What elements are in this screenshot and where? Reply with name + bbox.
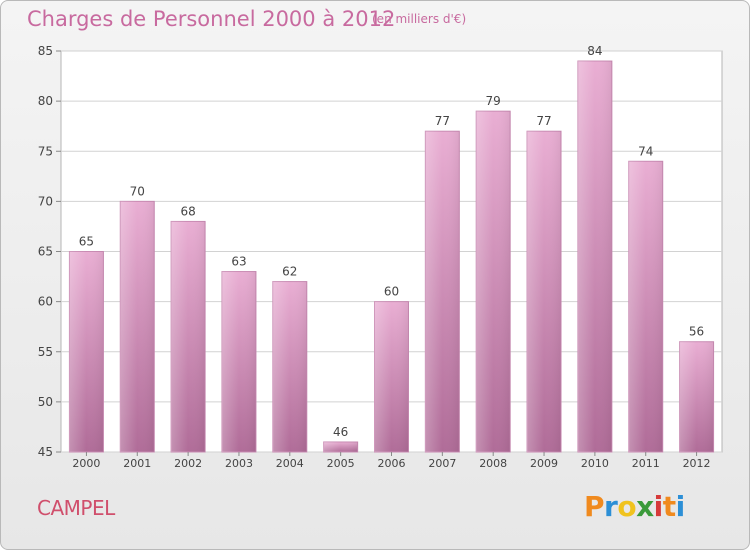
proxiti-logo: Proxiti <box>584 490 685 523</box>
bar-highlight <box>120 201 155 452</box>
logo-letter: t <box>662 490 676 523</box>
x-tick-label: 2008 <box>479 457 507 470</box>
bar-highlight <box>425 131 460 452</box>
data-label: 56 <box>689 325 704 339</box>
data-label: 46 <box>333 425 348 439</box>
bar-highlight <box>323 441 358 452</box>
y-tick-label: 50 <box>38 395 53 409</box>
data-label: 60 <box>384 285 399 299</box>
bar-highlight <box>171 221 206 452</box>
y-tick-label: 60 <box>38 295 53 309</box>
logo-letter: o <box>617 490 637 523</box>
y-tick-label: 55 <box>38 345 53 359</box>
x-tick-label: 2009 <box>530 457 558 470</box>
x-tick-label: 2000 <box>72 457 100 470</box>
bar-highlight <box>69 251 104 452</box>
bar-highlight <box>374 301 409 452</box>
data-label: 74 <box>638 144 653 158</box>
x-tick-label: 2006 <box>378 457 406 470</box>
x-tick-label: 2010 <box>581 457 609 470</box>
data-label: 79 <box>486 94 501 108</box>
chart-subtitle: (en milliers d'€) <box>372 12 467 26</box>
data-label: 84 <box>587 44 602 58</box>
x-tick-label: 2001 <box>123 457 151 470</box>
data-label: 70 <box>130 184 145 198</box>
y-tick-label: 45 <box>38 445 53 459</box>
logo-letter: i <box>675 490 686 523</box>
bar-highlight <box>272 281 307 452</box>
x-tick-label: 2007 <box>428 457 456 470</box>
x-tick-label: 2012 <box>683 457 711 470</box>
data-label: 77 <box>536 114 551 128</box>
chart-title: Charges de Personnel 2000 à 2012 <box>27 7 396 31</box>
data-label: 77 <box>435 114 450 128</box>
logo-letter: P <box>584 490 605 523</box>
place-name: CAMPEL <box>37 496 115 520</box>
bar-highlight <box>679 341 714 452</box>
x-tick-label: 2002 <box>174 457 202 470</box>
bar-highlight <box>527 131 562 452</box>
bar-highlight <box>221 271 256 452</box>
x-tick-label: 2011 <box>632 457 660 470</box>
data-label: 62 <box>282 265 297 279</box>
logo-letter: i <box>653 490 664 523</box>
x-tick-label: 2004 <box>276 457 304 470</box>
logo-letter: r <box>604 490 618 523</box>
bar-highlight <box>577 61 612 453</box>
x-tick-label: 2003 <box>225 457 253 470</box>
bar-highlight <box>628 161 663 452</box>
x-tick-label: 2005 <box>327 457 355 470</box>
y-tick-label: 65 <box>38 245 53 259</box>
data-label: 65 <box>79 235 94 249</box>
logo-letter: x <box>636 490 654 523</box>
y-tick-label: 75 <box>38 144 53 158</box>
bar-highlight <box>476 111 511 453</box>
data-label: 68 <box>180 204 195 218</box>
y-tick-label: 70 <box>38 194 53 208</box>
data-label: 63 <box>231 255 246 269</box>
y-tick-label: 80 <box>38 94 53 108</box>
y-tick-label: 85 <box>38 44 53 58</box>
